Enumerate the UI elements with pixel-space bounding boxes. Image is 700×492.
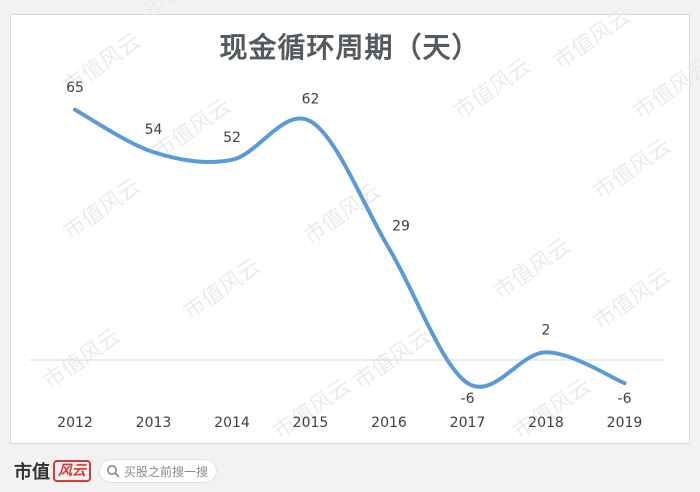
brand-stamp: 风云	[53, 460, 91, 482]
search-box[interactable]: 买股之前搜一搜	[99, 459, 217, 483]
watermark-text: 市值风云	[349, 324, 435, 395]
watermark-text: 市值风云	[589, 264, 675, 335]
data-label: 29	[392, 218, 410, 234]
x-tick-label: 2013	[136, 415, 172, 431]
x-tick-label: 2019	[607, 415, 643, 431]
search-icon	[107, 465, 120, 478]
footer: 市值 风云 买股之前搜一搜	[0, 450, 700, 492]
watermark-text: 市值风云	[179, 254, 265, 325]
data-labels: 65 54 52 62 29 -6 2 -6	[66, 80, 631, 407]
data-label: 52	[223, 130, 241, 146]
chart-card	[10, 14, 690, 444]
data-label: 2	[542, 322, 551, 338]
watermark-text: 市值风云	[489, 234, 575, 305]
watermark-text: 市值风云	[39, 324, 125, 395]
x-tick-label: 2018	[528, 415, 564, 431]
data-label: 62	[302, 91, 320, 107]
watermark-text: 市值风云	[139, 0, 225, 23]
x-tick-label: 2016	[371, 415, 407, 431]
data-label: 65	[66, 80, 84, 96]
series-line	[73, 107, 627, 389]
watermark-text: 市值风云	[509, 374, 595, 445]
x-tick-label: 2017	[450, 415, 486, 431]
search-placeholder: 买股之前搜一搜	[124, 464, 209, 479]
x-tick-label: 2015	[293, 415, 329, 431]
x-tick-label: 2014	[214, 415, 250, 431]
brand-logo: 市值 风云	[14, 458, 91, 484]
watermark-text: 市值风云	[589, 134, 675, 205]
watermark-text: 市值风云	[269, 374, 355, 445]
chart-title: 现金循环周期（天）	[219, 31, 481, 64]
data-label: -6	[461, 391, 475, 407]
x-tick-label: 2012	[57, 415, 93, 431]
brand-text: 市值	[14, 462, 50, 483]
x-axis-tick-labels: 2012 2013 2014 2015 2016 2017 2018 2019	[57, 415, 642, 431]
data-label: 54	[145, 122, 163, 138]
data-label: -6	[618, 391, 632, 407]
watermark-text: 市值风云	[59, 174, 145, 245]
